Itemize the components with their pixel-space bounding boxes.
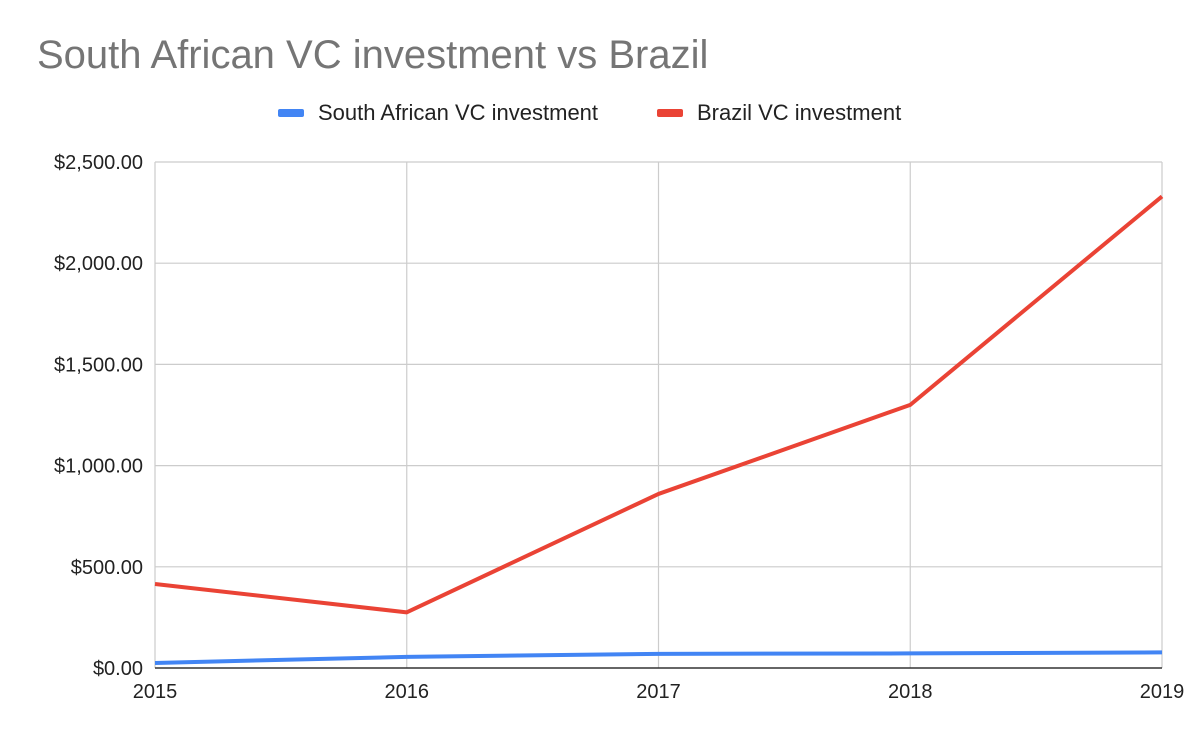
axis-layer: $0.00 $500.00 $1,000.00 $1,500.00 $2,000.00 $… bbox=[54, 152, 1184, 703]
data-point[interactable] bbox=[905, 400, 915, 410]
legend-item-brazil[interactable]: Brazil VC investment bbox=[657, 98, 901, 128]
x-tick-label: 2016 bbox=[385, 681, 430, 703]
chart-title: South African VC investment vs Brazil bbox=[37, 33, 709, 77]
y-tick-label: $1,500.00 bbox=[54, 354, 143, 376]
legend-label-brazil: Brazil VC investment bbox=[697, 100, 902, 125]
data-point[interactable] bbox=[654, 489, 664, 499]
legend-item-south-africa[interactable]: South African VC investment bbox=[278, 98, 598, 128]
data-point[interactable] bbox=[1157, 191, 1167, 201]
data-point[interactable] bbox=[905, 648, 915, 658]
data-point[interactable] bbox=[150, 579, 160, 589]
series-line-1[interactable] bbox=[154, 194, 1164, 615]
x-tick-label: 2019 bbox=[1140, 681, 1185, 703]
x-tick-label: 2017 bbox=[636, 681, 681, 703]
y-tick-label: $0.00 bbox=[93, 658, 143, 680]
legend: South African VC investment Brazil VC in… bbox=[0, 98, 1200, 128]
series-layer bbox=[150, 191, 1167, 668]
y-tick-label: $2,000.00 bbox=[54, 253, 143, 275]
x-tick-label: 2015 bbox=[133, 681, 178, 703]
series-line-0[interactable] bbox=[154, 650, 1163, 665]
data-point[interactable] bbox=[150, 658, 160, 668]
legend-label-south-africa: South African VC investment bbox=[318, 100, 599, 125]
y-tick-label: $2,500.00 bbox=[54, 152, 143, 174]
data-point[interactable] bbox=[402, 652, 412, 662]
data-point[interactable] bbox=[1157, 647, 1167, 657]
data-point[interactable] bbox=[654, 649, 664, 659]
data-point[interactable] bbox=[402, 607, 412, 617]
y-tick-label: $500.00 bbox=[71, 557, 143, 579]
legend-swatch-south-africa bbox=[278, 109, 304, 117]
x-tick-label: 2018 bbox=[888, 681, 933, 703]
grid-layer bbox=[154, 161, 1163, 668]
y-tick-label: $1,000.00 bbox=[54, 456, 143, 478]
legend-swatch-brazil bbox=[657, 109, 683, 117]
